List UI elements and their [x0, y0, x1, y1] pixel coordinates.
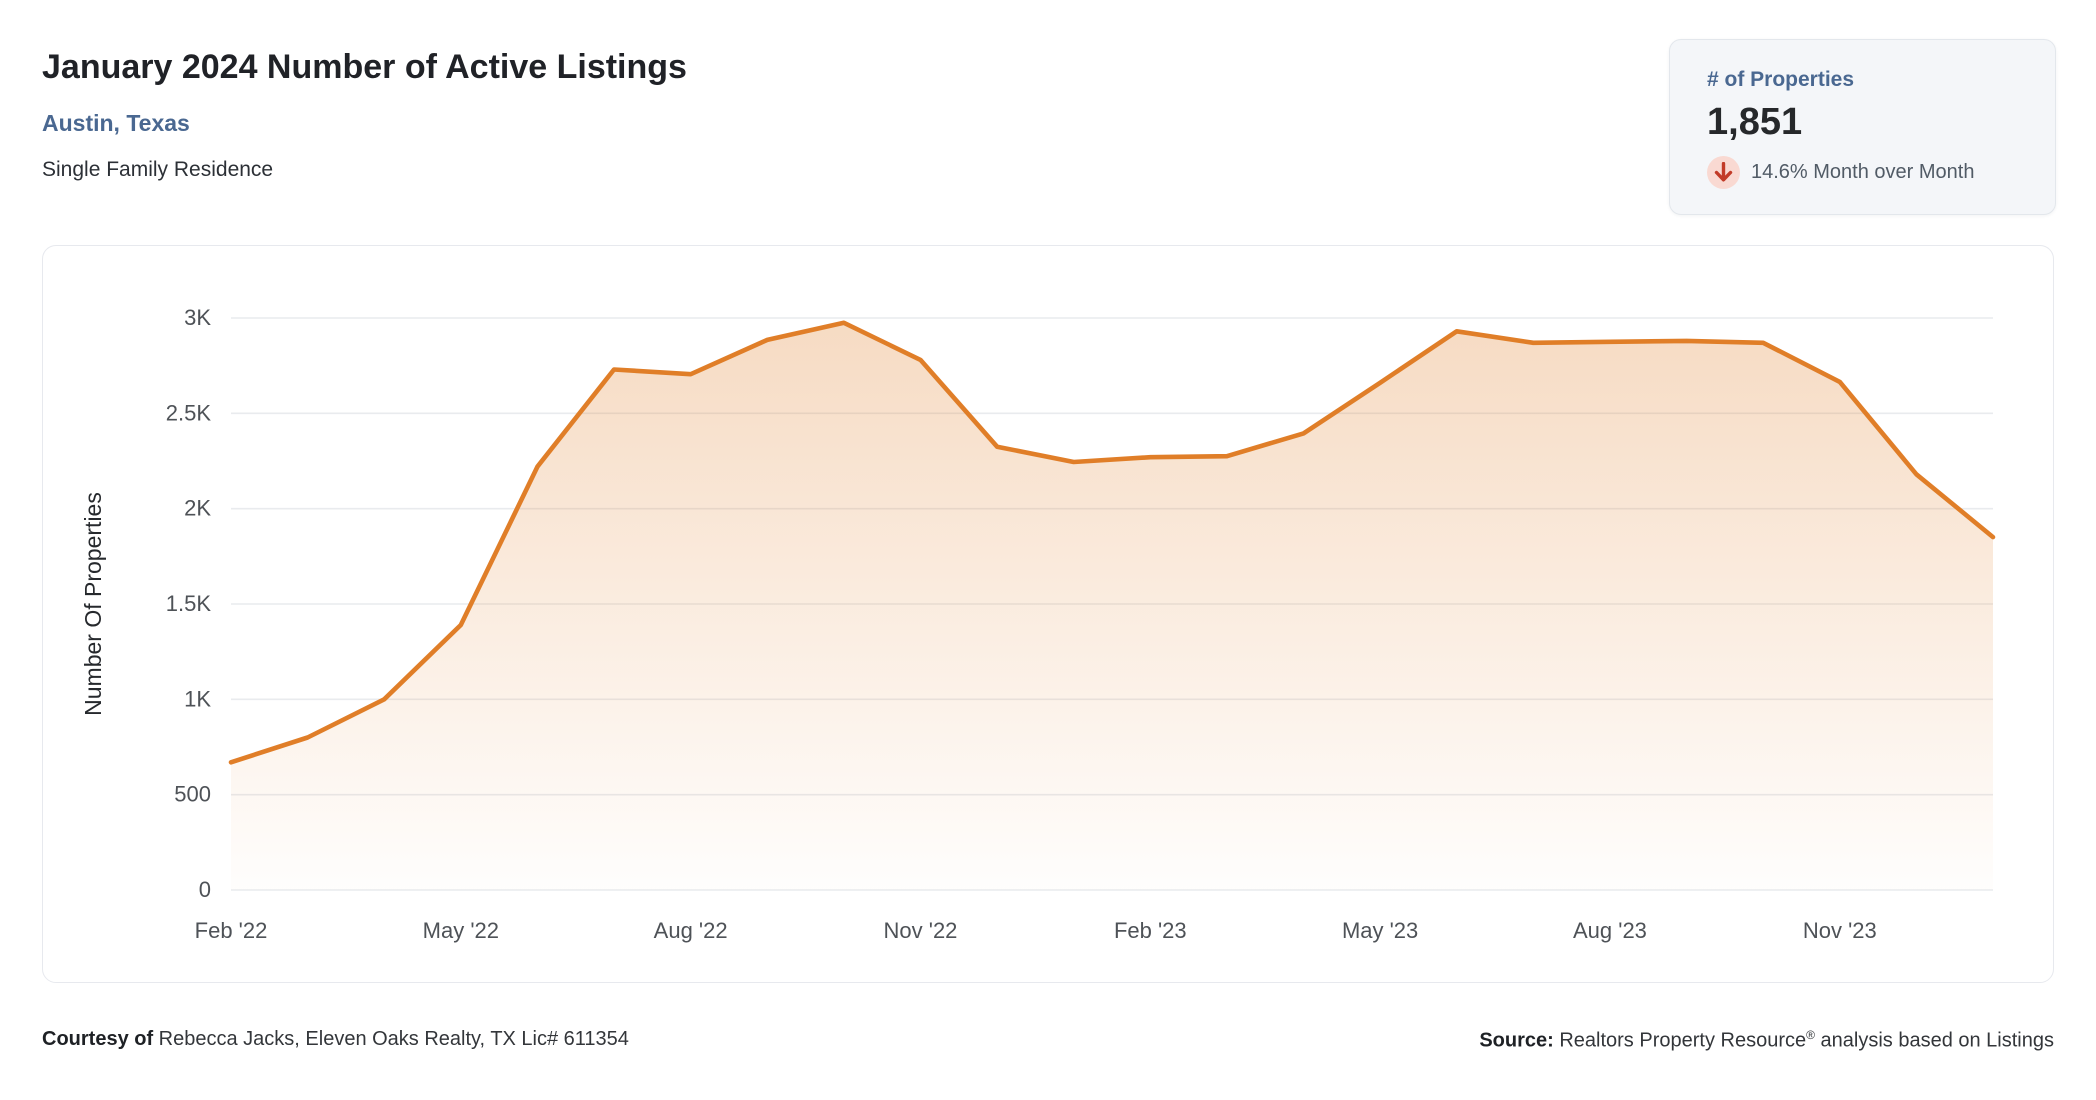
y-tick-label: 2.5K	[166, 400, 212, 425]
x-tick-label: Nov '23	[1803, 918, 1877, 943]
y-tick-label: 1.5K	[166, 591, 212, 616]
page-title: January 2024 Number of Active Listings	[42, 48, 687, 86]
x-tick-label: May '22	[423, 918, 499, 943]
stat-change-text: 14.6% Month over Month	[1751, 161, 1975, 183]
properties-stat-card: # of Properties 1,851 14.6% Month over M…	[1669, 39, 2056, 215]
y-axis-title: Number Of Properties	[80, 492, 106, 716]
courtesy-label: Courtesy of	[42, 1028, 154, 1050]
subtitle-property-type: Single Family Residence	[42, 158, 274, 181]
trend-line	[228, 320, 1996, 765]
stat-label: # of Properties	[1707, 68, 1855, 91]
subtitle-location: Austin, Texas	[42, 110, 190, 136]
courtesy-attribution: Courtesy of Rebecca Jacks, Eleven Oaks R…	[42, 1028, 629, 1051]
active-listings-chart-card: 0 500 1K 1.5K 2K 2.5K 3K Number Of Properties Fe…	[42, 245, 2054, 983]
x-tick-label: Feb '22	[195, 918, 268, 943]
source-attribution: Source: Realtors Property Resource® anal…	[1479, 1028, 2054, 1053]
y-tick-label: 1K	[184, 686, 211, 711]
y-tick-label: 3K	[184, 305, 211, 330]
stat-value: 1,851	[1707, 101, 1803, 143]
y-tick-label: 0	[199, 877, 211, 902]
source-text: Realtors Property Resource	[1553, 1029, 1807, 1052]
source-text-tail: analysis based on Listings	[1814, 1029, 2055, 1052]
y-tick-label: 500	[174, 782, 211, 807]
arrow-down-icon	[1707, 156, 1740, 189]
x-tick-label: Feb '23	[1114, 918, 1187, 943]
courtesy-text: Rebecca Jacks, Eleven Oaks Realty, TX Li…	[153, 1028, 629, 1050]
active-listings-area-chart: 0 500 1K 1.5K 2K 2.5K 3K Number Of Properties Fe…	[80, 305, 1996, 943]
y-tick-label: 2K	[184, 496, 211, 521]
x-tick-label: May '23	[1342, 918, 1418, 943]
registered-trademark-symbol: ®	[1806, 1028, 1815, 1042]
month-over-month-change: 14.6% Month over Month	[1707, 156, 2055, 189]
x-tick-label: Aug '23	[1573, 918, 1647, 943]
x-tick-label: Nov '22	[884, 918, 958, 943]
source-label: Source:	[1479, 1029, 1554, 1052]
area-fill	[231, 322, 1993, 890]
x-tick-label: Aug '22	[654, 918, 728, 943]
